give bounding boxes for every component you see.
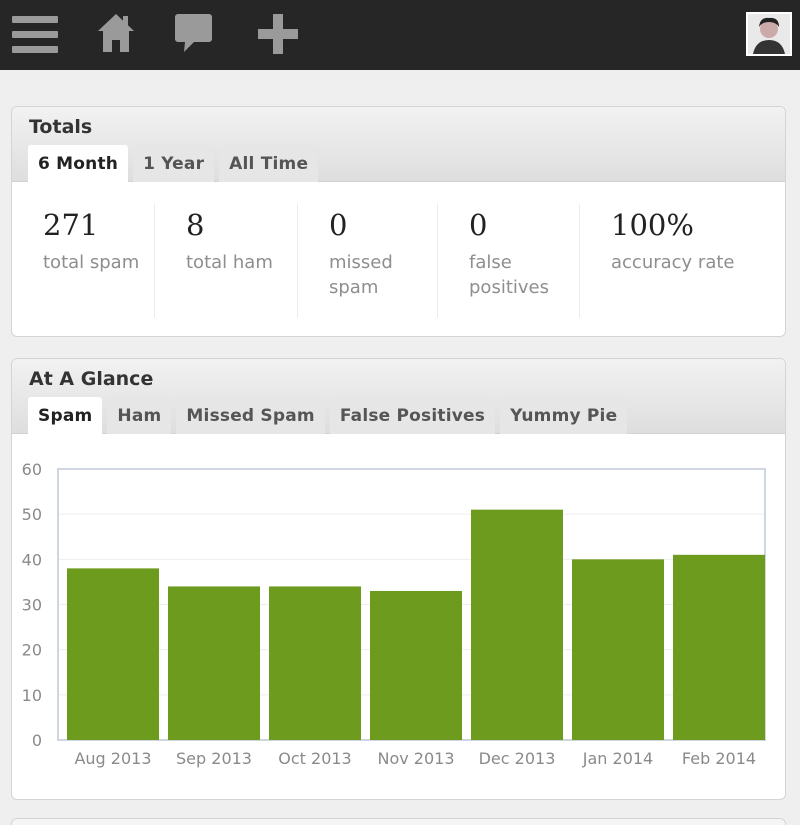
y-tick-label: 0	[32, 731, 42, 750]
stat-total-spam: 271 total spam	[12, 204, 154, 318]
stat-value: 0	[469, 208, 488, 242]
x-tick-label: Sep 2013	[176, 749, 252, 768]
stats-row: 271 total spam 8 total ham 0 missed spam…	[12, 182, 785, 336]
glance-header: At A Glance Spam Ham Missed Spam False P…	[12, 359, 785, 434]
top-bar	[0, 0, 800, 70]
y-tick-label: 40	[22, 550, 42, 569]
x-tick-label: Dec 2013	[479, 749, 556, 768]
plus-icon[interactable]	[256, 12, 304, 58]
stat-value: 100%	[611, 208, 694, 242]
totals-panel: Totals 6 Month 1 Year All Time 271 total…	[11, 106, 786, 337]
next-panel-edge	[11, 818, 786, 825]
y-tick-label: 30	[22, 596, 42, 615]
home-icon[interactable]	[96, 12, 144, 58]
x-tick-label: Oct 2013	[278, 749, 351, 768]
stat-false-positives: 0 false positives	[437, 204, 579, 318]
tab-all-time[interactable]: All Time	[219, 145, 319, 182]
y-tick-label: 10	[22, 686, 42, 705]
avatar[interactable]	[746, 12, 792, 56]
bar	[370, 590, 462, 740]
stat-value: 271	[43, 208, 99, 242]
x-tick-label: Jan 2014	[582, 749, 653, 768]
x-tick-label: Feb 2014	[682, 749, 756, 768]
y-tick-label: 20	[22, 641, 42, 660]
glance-tabs: Spam Ham Missed Spam False Positives Yum…	[28, 397, 628, 434]
tab-ham[interactable]: Ham	[107, 397, 172, 434]
bar	[673, 554, 765, 740]
bar	[67, 568, 159, 740]
totals-header: Totals 6 Month 1 Year All Time	[12, 107, 785, 182]
stat-accuracy-rate: 100% accuracy rate	[579, 204, 785, 318]
x-tick-label: Nov 2013	[377, 749, 454, 768]
bar	[471, 509, 563, 740]
bar	[168, 586, 260, 740]
tab-missed-spam[interactable]: Missed Spam	[176, 397, 325, 434]
menu-icon[interactable]	[12, 12, 60, 58]
y-tick-label: 50	[22, 505, 42, 524]
bar	[269, 586, 361, 740]
tab-6-month[interactable]: 6 Month	[28, 145, 129, 182]
glance-panel: At A Glance Spam Ham Missed Spam False P…	[11, 358, 786, 800]
tab-false-positives[interactable]: False Positives	[329, 397, 496, 434]
stat-label: false positives	[469, 252, 549, 298]
spam-bar-chart: 0 10 20 30 40 50 60 Aug 2013 Sep 2013 Oct 2013 Nov…	[22, 460, 766, 768]
stat-missed-spam: 0 missed spam	[297, 204, 437, 318]
stat-label: missed spam	[329, 252, 393, 298]
stat-value: 0	[329, 208, 348, 242]
totals-tabs: 6 Month 1 Year All Time	[28, 145, 319, 182]
stat-label: total ham	[186, 252, 273, 273]
stat-label: total spam	[43, 252, 140, 273]
tab-yummy-pie[interactable]: Yummy Pie	[500, 397, 628, 434]
comment-icon[interactable]	[174, 12, 222, 58]
stat-value: 8	[186, 208, 205, 242]
stat-total-ham: 8 total ham	[154, 204, 297, 318]
x-tick-label: Aug 2013	[74, 749, 151, 768]
glance-title: At A Glance	[29, 368, 154, 390]
bar	[572, 559, 664, 740]
y-tick-label: 60	[22, 460, 42, 479]
stat-label: accuracy rate	[611, 252, 735, 273]
tab-spam[interactable]: Spam	[28, 397, 103, 434]
totals-title: Totals	[29, 116, 93, 138]
tab-1-year[interactable]: 1 Year	[133, 145, 215, 182]
